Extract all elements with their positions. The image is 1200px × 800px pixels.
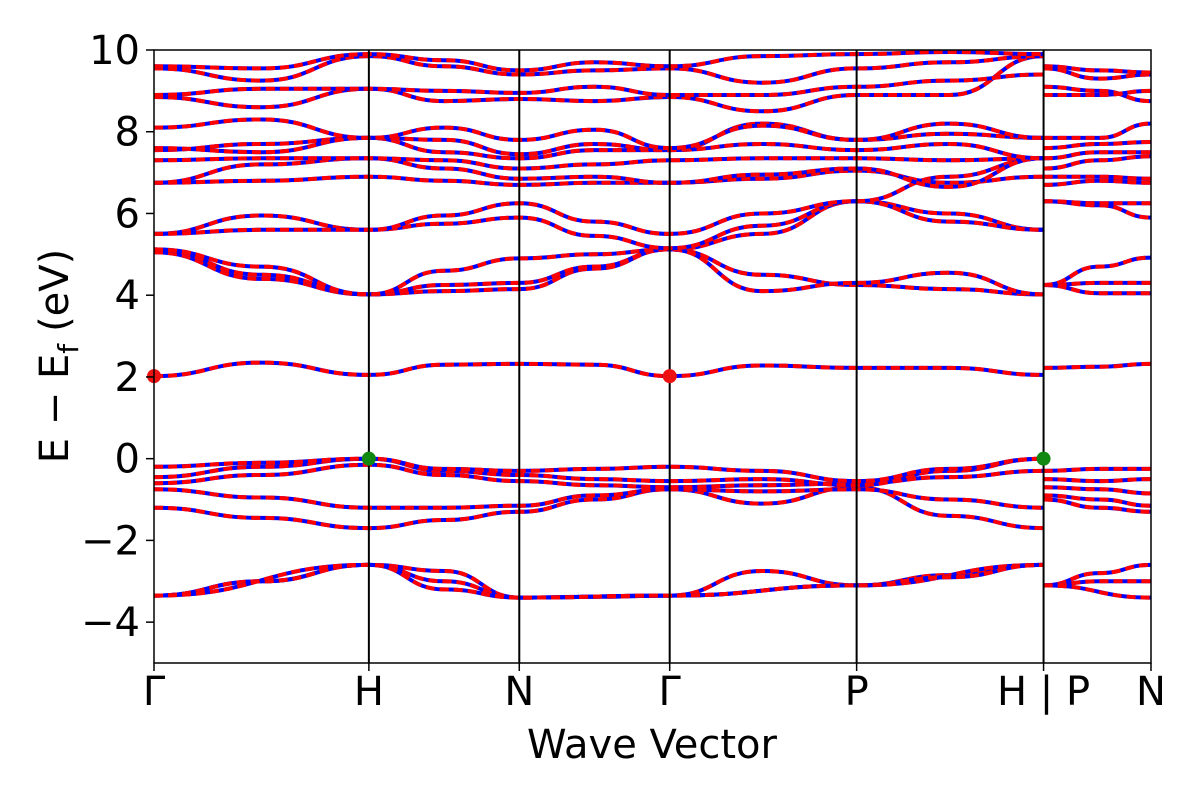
kpoint-lines [367,50,1045,663]
band-line-8 [153,360,1152,379]
x-tick-label-3: Γ [659,669,682,715]
band-line-3 [153,485,1152,531]
y-axis-ticks: −4 −2 0 2 4 6 8 10 [81,28,154,646]
band-line-12-blue [153,199,1152,251]
x-tick-label-5: H | P [997,669,1090,715]
y-tick-label-3: 2 [115,355,140,401]
band-line-18-blue [153,121,1152,157]
y-axis-label-main: E − E [32,354,78,464]
band-line-19 [153,117,1152,151]
band-line-13 [153,156,1152,236]
y-axis-label: E − Ef (eV) [32,249,85,464]
band-line-2 [153,562,1152,600]
x-axis-ticks: Γ H N Γ P H | P N [143,663,1166,715]
band-lines [153,49,1152,600]
band-line-7 [153,456,1151,484]
band-line-21 [153,72,1152,98]
band-line-21-blue [153,72,1152,98]
y-tick-label-0: −4 [81,600,140,646]
band-line-20 [153,54,1152,114]
x-tick-label-0: Γ [143,669,166,715]
x-axis-label: Wave Vector [527,722,778,768]
band-line-17 [153,135,1151,161]
y-tick-label-5: 6 [115,191,140,237]
plot-frame [153,49,1152,664]
vbm-marker-2 [361,451,376,466]
vbm-marker-3 [1036,451,1051,466]
x-tick-label-2: N [504,669,534,715]
y-tick-label-2: 0 [115,437,140,483]
extrema-markers [147,369,1051,466]
band-line-10 [153,247,1151,297]
cbm-marker-1 [662,369,677,384]
y-tick-label-1: −2 [81,518,140,564]
band-line-11 [153,199,1152,297]
x-tick-label-4: P [845,669,869,715]
band-line-23 [153,49,1152,75]
x-tick-label-6: N [1136,669,1166,715]
band-line-16 [153,154,1152,171]
band-line-4 [153,487,1152,510]
y-tick-label-6: 8 [115,110,140,156]
x-tick-label-1: H [354,669,384,715]
y-tick-label-4: 4 [115,273,140,319]
y-axis-label-unit: (eV) [32,249,78,332]
band-line-15 [153,156,1152,189]
band-line-8-blue [153,360,1152,379]
band-line-18 [153,121,1152,157]
y-tick-label-7: 10 [89,28,140,74]
band-line-22 [153,54,1152,85]
y-axis-label-subscript: f [52,343,85,354]
